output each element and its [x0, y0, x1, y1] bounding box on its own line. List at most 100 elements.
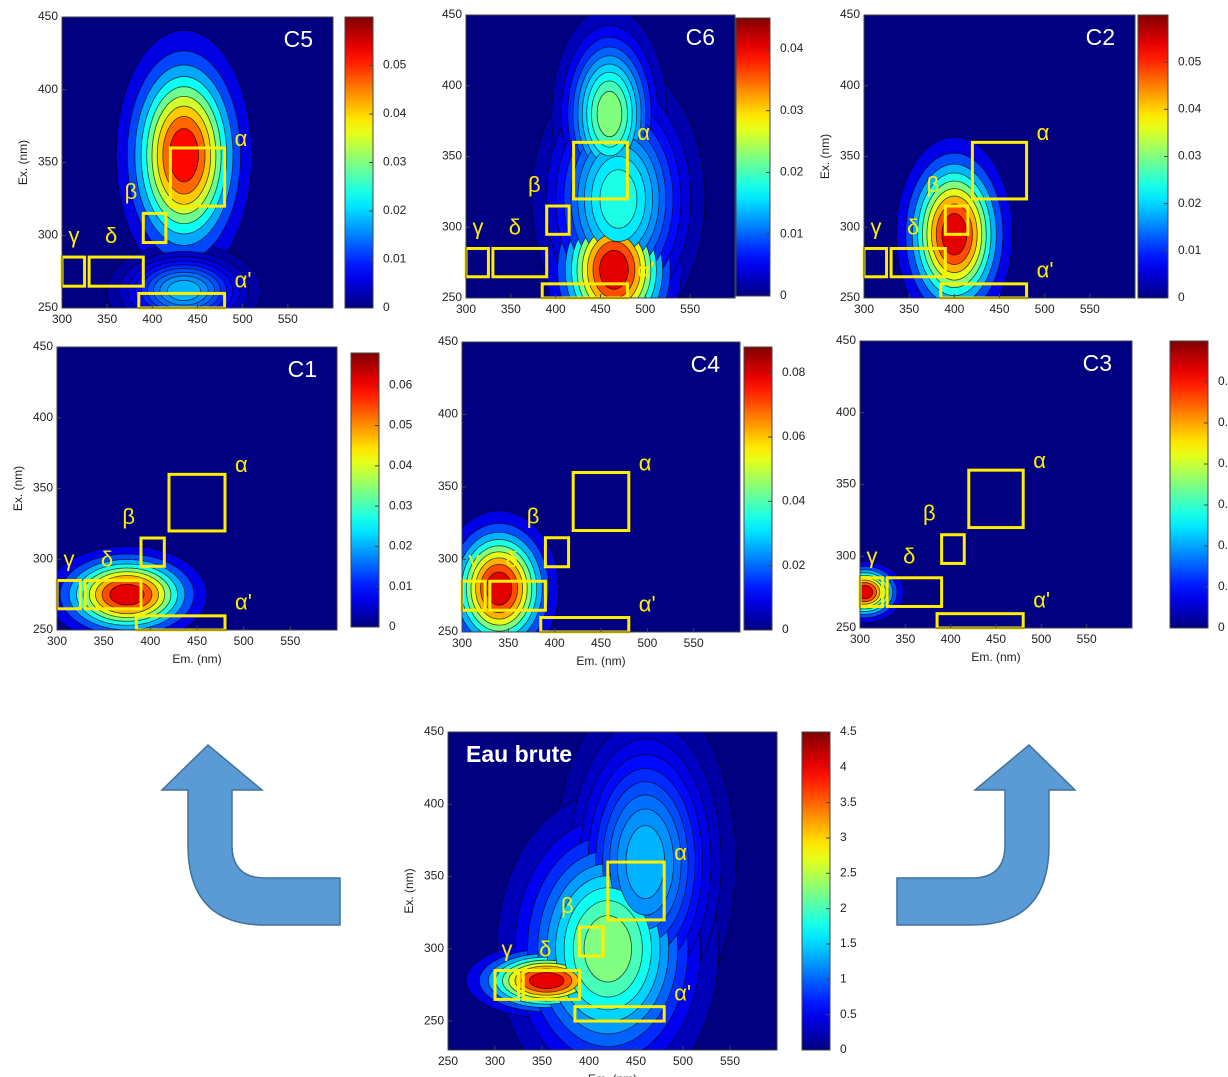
region-label: α: [637, 120, 650, 145]
colorbar: [1137, 14, 1169, 299]
region-label: α': [235, 590, 252, 615]
contour: [860, 585, 874, 600]
x-axis-label: Em. (nm): [576, 654, 625, 668]
colorbar-tick-label: 0.03: [1178, 149, 1202, 163]
x-tick-label: 550: [278, 312, 298, 326]
colorbar-tick-label: 0.02: [1178, 196, 1202, 210]
colorbar-tick-label: 0.04: [782, 494, 806, 508]
y-tick-label: 300: [38, 227, 58, 241]
y-tick-label: 250: [33, 622, 53, 636]
eem-plot: [62, 17, 333, 308]
x-tick-label: 450: [591, 636, 611, 650]
colorbar: [735, 17, 771, 297]
x-tick-label: 300: [47, 634, 67, 648]
eem-plot: [860, 341, 1132, 628]
plot-frame: [447, 731, 778, 1051]
region-box: [940, 533, 966, 565]
y-tick-label: 450: [38, 9, 58, 23]
region-box: [488, 579, 547, 612]
colorbar-tick-label: 1: [840, 972, 847, 986]
y-tick-label: 300: [424, 941, 444, 955]
x-tick-label: 550: [280, 634, 300, 648]
colorbar-tick-label: 0.02: [782, 558, 806, 572]
panel-title: C6: [686, 24, 715, 50]
panel-title: C2: [1086, 24, 1115, 50]
region-label: β: [122, 504, 135, 529]
x-axis-label: Em. (nm): [172, 652, 221, 666]
region-box: [545, 204, 571, 236]
region-label: α': [637, 258, 654, 283]
colorbar-tick-label: 0.01: [1178, 243, 1202, 257]
region-label: α': [1033, 587, 1050, 612]
colorbar-tick-label: 0.01: [383, 252, 407, 266]
region-label: α': [639, 591, 656, 616]
x-axis-label: Em. (nm): [971, 650, 1020, 664]
y-tick-label: 450: [424, 724, 444, 738]
colorbar-tick-label: 0.03: [780, 103, 804, 117]
x-tick-label: 400: [944, 302, 964, 316]
x-tick-label: 400: [142, 312, 162, 326]
x-tick-label: 550: [684, 636, 704, 650]
x-tick-label: 400: [941, 632, 961, 646]
region-box: [87, 255, 145, 288]
panel-title: C5: [284, 26, 313, 52]
region-box: [943, 204, 970, 236]
colorbar-tick-label: 3.5: [840, 795, 857, 809]
region-label: β: [528, 172, 541, 197]
region-box: [493, 969, 520, 1001]
colorbar: [344, 16, 374, 309]
colorbar-tick-label: 0.02: [780, 165, 804, 179]
y-tick-label: 400: [424, 796, 444, 810]
left-arrow: [160, 743, 341, 926]
region-label: δ: [539, 936, 551, 961]
region-box: [139, 536, 166, 568]
region-label: β: [125, 179, 138, 204]
region-label: δ: [903, 544, 915, 569]
y-tick-label: 450: [836, 333, 856, 347]
x-axis-label: Em. (nm): [588, 1072, 637, 1077]
right-arrow: [896, 743, 1077, 926]
region-label: β: [527, 504, 540, 529]
colorbar: [743, 346, 773, 631]
region-label: δ: [509, 214, 521, 239]
y-tick-label: 350: [438, 479, 458, 493]
contour: [596, 90, 623, 138]
eem-plot: [462, 342, 740, 632]
y-tick-label: 350: [836, 477, 856, 491]
colorbar-tick-label: 4: [840, 760, 847, 774]
y-tick-label: 250: [424, 1013, 444, 1027]
x-tick-label: 550: [1080, 302, 1100, 316]
region-box: [573, 1005, 666, 1023]
y-axis-label: Ex. (nm): [11, 466, 25, 511]
region-label: α: [1033, 448, 1046, 473]
panel-title: C1: [288, 356, 317, 382]
x-tick-label: 450: [626, 1054, 646, 1068]
colorbar-tick-label: 0.08: [1218, 456, 1228, 470]
y-tick-label: 450: [438, 334, 458, 348]
colorbar-tick-label: 0.04: [1218, 538, 1228, 552]
region-label: α: [639, 450, 652, 475]
x-tick-label: 500: [635, 302, 655, 316]
colorbar-tick-label: 0.06: [389, 377, 413, 391]
colorbar-tick-label: 0.01: [780, 226, 804, 240]
colorbar-tick-label: 0.03: [389, 498, 413, 512]
region-label: α: [235, 452, 248, 477]
colorbar-tick-label: 0.06: [782, 429, 806, 443]
colorbar-tick-label: 0.04: [780, 41, 804, 55]
region-box: [889, 246, 947, 279]
colorbar-tick-label: 0: [782, 622, 789, 636]
colorbar-tick-label: 0: [389, 619, 396, 633]
region-label: γ: [867, 544, 878, 569]
x-tick-label: 400: [546, 302, 566, 316]
colorbar-tick-label: 0: [780, 288, 787, 302]
panel-title: Eau brute: [466, 741, 572, 767]
x-tick-label: 350: [97, 312, 117, 326]
region-box: [543, 536, 571, 569]
x-tick-label: 500: [673, 1054, 693, 1068]
region-label: δ: [105, 223, 117, 248]
colorbar-tick-label: 2: [840, 901, 847, 915]
colorbar-tick-label: 0.04: [389, 458, 413, 472]
colorbar-tick-label: 0.5: [840, 1007, 857, 1021]
colorbar-tick-label: 1.5: [840, 936, 857, 950]
y-tick-label: 300: [33, 551, 53, 565]
